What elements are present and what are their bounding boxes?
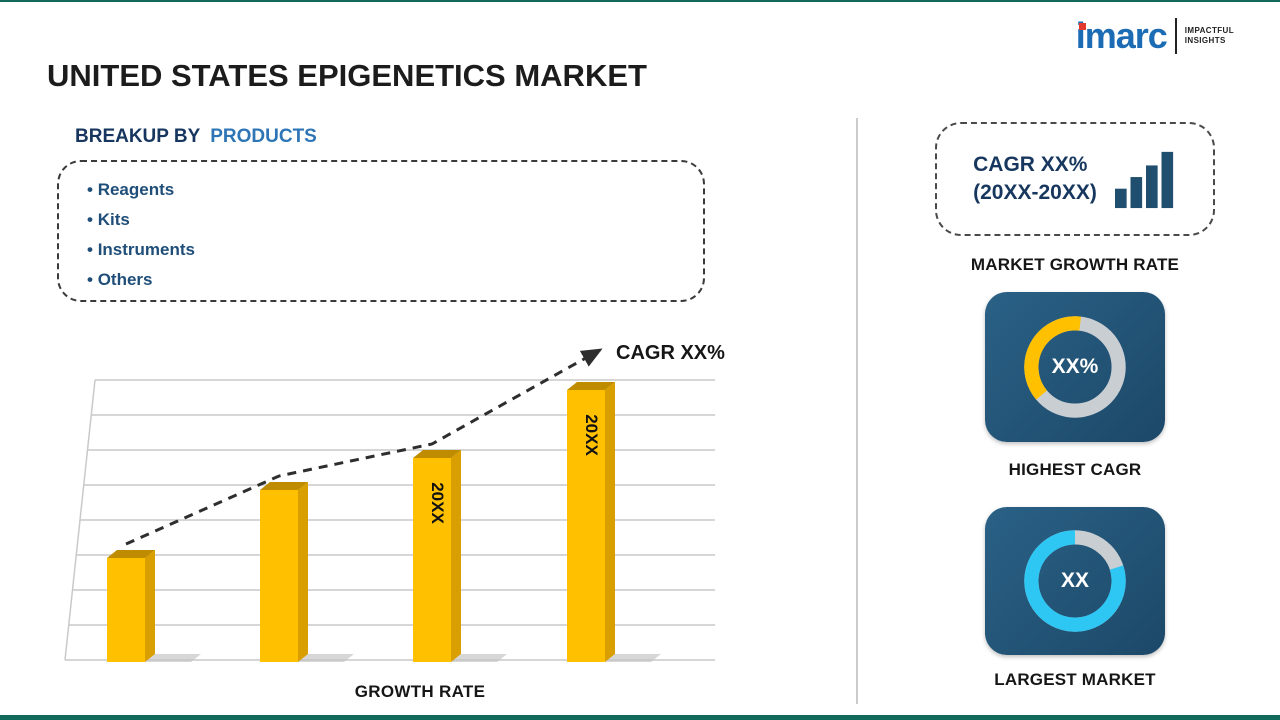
imarc-logo-text: imarc xyxy=(1075,15,1168,56)
page-title: UNITED STATES EPIGENETICS MARKET xyxy=(47,58,647,93)
market-growth-rate-caption: MARKET GROWTH RATE xyxy=(970,255,1180,274)
logo-tagline: IMPACTFUL INSIGHTS xyxy=(1185,26,1234,46)
breakup-heading-highlight: PRODUCTS xyxy=(210,126,317,147)
bottom-accent-line xyxy=(0,715,1280,720)
largest-market-tile: XX xyxy=(985,507,1165,655)
largest-market-caption: LARGEST MARKET xyxy=(994,670,1156,689)
cagr-value-line: CAGR XX% xyxy=(973,153,1088,176)
cagr-summary-text: CAGR XX% (20XX-20XX) xyxy=(973,151,1097,207)
products-list-box: Reagents Kits Instruments Others xyxy=(57,160,705,302)
logo-tagline-line2: INSIGHTS xyxy=(1184,36,1226,45)
list-item: Others xyxy=(87,265,703,295)
logo-tagline-line1: IMPACTFUL xyxy=(1184,26,1234,35)
logo-red-dot-icon xyxy=(1078,23,1086,30)
vertical-divider xyxy=(856,118,858,704)
list-item: Reagents xyxy=(87,175,703,205)
cagr-period-line: (20XX-20XX) xyxy=(973,181,1097,204)
largest-market-donut-chart xyxy=(1024,530,1126,632)
bar-chart-icon xyxy=(1114,151,1173,209)
highest-cagr-caption: HIGHEST CAGR xyxy=(1008,460,1142,479)
bar-chart-svg: 20XX 20XX xyxy=(64,348,715,662)
cagr-summary-box: CAGR XX% (20XX-20XX) xyxy=(935,122,1215,236)
growth-bar-chart: 20XX 20XX CAGR XX% GROWTH RATE xyxy=(60,330,725,710)
svg-text:20XX: 20XX xyxy=(428,482,447,524)
highest-cagr-tile: XX% xyxy=(985,292,1165,442)
breakup-heading: BREAKUP BY PRODUCTS xyxy=(75,126,317,148)
svg-text:20XX: 20XX xyxy=(582,414,601,456)
top-accent-line xyxy=(0,0,1280,2)
donut-center-value: XX% xyxy=(1051,355,1099,378)
x-axis-label: GROWTH RATE xyxy=(354,682,486,701)
cagr-trend-label: CAGR XX% xyxy=(616,342,725,364)
highest-cagr-donut-chart xyxy=(1024,316,1126,418)
list-item: Kits xyxy=(87,205,703,235)
breakup-heading-prefix: BREAKUP BY xyxy=(75,126,200,147)
imarc-logo: imarc IMPACTFUL INSIGHTS xyxy=(1076,16,1234,56)
products-list: Reagents Kits Instruments Others xyxy=(59,162,703,295)
logo-divider xyxy=(1174,18,1177,54)
donut-center-value: XX xyxy=(1060,569,1089,592)
imarc-logo-wordmark: imarc xyxy=(1075,15,1168,56)
list-item: Instruments xyxy=(87,235,703,265)
